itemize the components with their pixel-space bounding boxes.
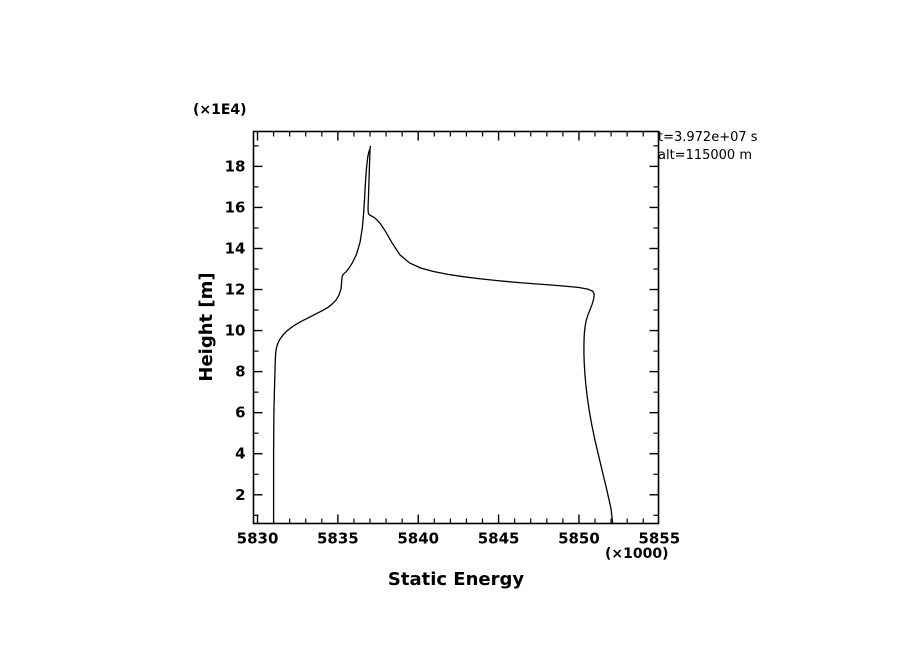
- x-axis-tick-labels: 5830 5835 5840 5845 5850 5855: [237, 530, 681, 548]
- y-tick-label: 2: [235, 486, 245, 504]
- y-tick-label: 14: [225, 239, 246, 257]
- y-tick-label: 8: [235, 363, 245, 381]
- y-tick-label: 10: [225, 322, 246, 340]
- y-tick-label: 16: [225, 198, 246, 216]
- x-axis-ticks: [256, 131, 644, 524]
- x-tick-label: 5835: [317, 530, 359, 548]
- y-tick-label: 4: [235, 445, 245, 463]
- data-curve-group: [272, 145, 614, 524]
- x-tick-label: 5845: [478, 530, 520, 548]
- y-axis-multiplier-label: (×1E4): [193, 102, 247, 118]
- x-tick-label: 5830: [237, 530, 279, 548]
- y-tick-label: 18: [225, 157, 246, 175]
- x-tick-label: 5840: [397, 530, 439, 548]
- y-axis-title: Height [m]: [196, 272, 217, 381]
- static-energy-curve: [272, 145, 614, 524]
- x-axis-title: Static Energy: [388, 569, 525, 590]
- x-tick-label: 5855: [638, 530, 680, 548]
- plot-frame: [252, 130, 660, 525]
- y-axis-tick-labels: 2 4 6 8 10 12 14 16 18: [225, 157, 246, 503]
- x-tick-label: 5850: [558, 530, 600, 548]
- y-tick-label: 6: [235, 404, 245, 422]
- y-axis-ticks: [253, 145, 659, 516]
- y-tick-label: 12: [225, 281, 246, 299]
- altitude-annotation: alt=115000 m: [658, 148, 752, 163]
- time-annotation: t=3.972e+07 s: [658, 130, 758, 145]
- x-axis-multiplier-label: (×1000): [605, 546, 669, 562]
